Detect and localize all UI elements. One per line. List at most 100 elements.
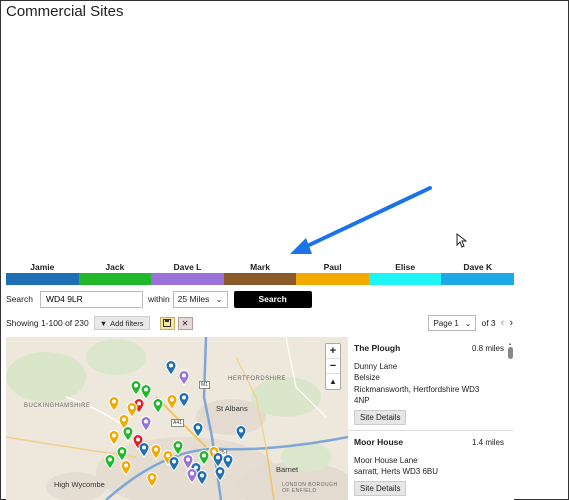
map-pin-icon[interactable] xyxy=(130,380,142,396)
map-region-label: HERTFORDSHIRE xyxy=(228,376,287,382)
compass-icon[interactable]: ▲ xyxy=(329,377,337,386)
road-badge: A41 xyxy=(171,419,184,427)
map-pin-icon[interactable] xyxy=(120,460,132,476)
map-pin-icon[interactable] xyxy=(116,446,128,462)
map-view[interactable]: HERTFORDSHIRE BUCKINGHAMSHIRE LONDON BOR… xyxy=(6,337,348,500)
page-count: of 3 xyxy=(481,318,496,328)
map-pin-icon[interactable] xyxy=(104,454,116,470)
agent-legend: Jamie Jack Dave L Mark Paul Elise Dave K xyxy=(6,262,515,285)
site-details-button[interactable]: Site Details xyxy=(354,409,407,425)
listing-address-line: 4NP xyxy=(354,396,370,405)
listings-panel: The Plough 0.8 miles Dunny Lane Belsize … xyxy=(348,337,514,500)
map-pin-icon[interactable] xyxy=(146,472,158,488)
agent-dave-k[interactable]: Dave K xyxy=(441,262,515,285)
search-label: Search xyxy=(6,294,33,304)
map-pin-icon[interactable] xyxy=(214,466,226,482)
map-pin-icon[interactable] xyxy=(126,402,138,418)
map-pin-icon[interactable] xyxy=(165,360,177,376)
listing-address-line: sarratt, Herts WD3 6BU xyxy=(354,467,439,476)
map-pin-icon[interactable] xyxy=(186,468,198,484)
map-pin-icon[interactable] xyxy=(178,392,190,408)
scroll-thumb[interactable] xyxy=(508,347,513,359)
map-pin-icon[interactable] xyxy=(172,440,184,456)
search-input[interactable] xyxy=(39,290,143,308)
map-town-label: St Albans xyxy=(216,404,248,413)
agent-name: Paul xyxy=(323,262,342,272)
listing-distance: 0.8 miles xyxy=(471,344,504,353)
agent-swatch xyxy=(223,273,297,285)
map-pin-icon[interactable] xyxy=(140,384,152,400)
agent-name: Jack xyxy=(105,262,125,272)
map-pin-icon[interactable] xyxy=(235,425,247,441)
agent-mark[interactable]: Mark xyxy=(223,262,297,285)
agent-name: Jamie xyxy=(30,262,55,272)
pagination: Page 1 ⌄ of 3 ‹ › xyxy=(428,315,513,331)
map-town-label: High Wycombe xyxy=(54,480,105,489)
map-pin-icon[interactable] xyxy=(212,452,224,468)
agent-swatch xyxy=(441,273,515,285)
radius-value: 25 Miles xyxy=(177,294,210,304)
agent-elise[interactable]: Elise xyxy=(368,262,442,285)
listing-address-line: Rickmansworth, Hertfordshire WD3 xyxy=(354,384,480,394)
listing-address-line: Moor House Lane xyxy=(354,455,418,465)
listing-distance: 1.4 miles xyxy=(471,438,504,447)
agent-name: Dave L xyxy=(173,262,202,272)
listing-title: The Plough xyxy=(354,343,401,353)
results-toolbar: Showing 1-100 of 230 ▼ Add filters ✕ Pag… xyxy=(6,315,513,331)
map-pin-icon[interactable] xyxy=(108,396,120,412)
zoom-control: + − ▲ xyxy=(325,343,341,390)
map-town-label: Barnet xyxy=(276,465,299,474)
page-select[interactable]: Page 1 ⌄ xyxy=(428,315,477,331)
add-filters-label: Add filters xyxy=(110,318,144,328)
radius-select[interactable]: 25 Miles ⌄ xyxy=(172,290,228,308)
page-value: Page 1 xyxy=(433,318,459,328)
chevron-down-icon: ⌄ xyxy=(215,293,223,304)
search-row: Search within 25 Miles ⌄ Search xyxy=(6,290,312,308)
map-pin-icon[interactable] xyxy=(122,426,134,442)
agent-dave-l[interactable]: Dave L xyxy=(151,262,224,285)
agent-name: Mark xyxy=(250,262,270,272)
list-item: Moor House 1.4 miles Moor House Lane sar… xyxy=(348,431,514,500)
zoom-in-button[interactable]: + xyxy=(326,344,340,359)
map-region-label: BUCKINGHAMSHIRE xyxy=(24,403,91,409)
chevron-right-icon[interactable]: › xyxy=(509,317,513,329)
chevron-down-icon: ⌄ xyxy=(464,318,472,328)
agent-jack[interactable]: Jack xyxy=(78,262,152,285)
map-pin-icon[interactable] xyxy=(138,442,150,458)
agent-name: Elise xyxy=(395,262,416,272)
map-pin-icon[interactable] xyxy=(140,416,152,432)
within-label: within xyxy=(147,294,170,304)
listing-address-line: Belsize xyxy=(354,373,380,382)
map-pin-icon[interactable] xyxy=(108,430,120,446)
map-pin-icon[interactable] xyxy=(150,444,162,460)
site-details-button[interactable]: Site Details xyxy=(354,480,407,496)
scrollbar[interactable]: ▲ xyxy=(508,341,513,496)
map-pin-icon[interactable] xyxy=(118,414,130,430)
page-title: Commercial Sites xyxy=(6,3,124,20)
road-badge: M1 xyxy=(199,381,210,389)
close-icon[interactable]: ✕ xyxy=(177,316,193,330)
annotation-arrow xyxy=(290,186,432,254)
map-pin-icon[interactable] xyxy=(168,456,180,472)
zoom-out-button[interactable]: − xyxy=(326,359,340,374)
map-region-label: LONDON BOROUGH OF ENFIELD xyxy=(282,482,338,494)
map-pin-icon[interactable] xyxy=(198,450,210,466)
map-pin-icon[interactable] xyxy=(182,454,194,470)
map-pin-icon[interactable] xyxy=(178,370,190,386)
map-pin-icon[interactable] xyxy=(166,394,178,410)
save-icon[interactable] xyxy=(159,316,175,330)
map-pin-icon[interactable] xyxy=(196,470,208,486)
map-pin-icon[interactable] xyxy=(152,398,164,414)
agent-swatch xyxy=(6,273,79,285)
agent-jamie[interactable]: Jamie xyxy=(6,262,79,285)
agent-name: Dave K xyxy=(463,262,493,272)
chevron-left-icon[interactable]: ‹ xyxy=(500,317,505,329)
map-pin-icon[interactable] xyxy=(192,422,204,438)
add-filters-button[interactable]: ▼ Add filters xyxy=(93,316,150,330)
agent-paul[interactable]: Paul xyxy=(296,262,369,285)
search-button[interactable]: Search xyxy=(233,290,312,308)
agent-swatch xyxy=(296,273,369,285)
mouse-cursor-icon xyxy=(456,233,468,248)
scroll-up-icon[interactable]: ▲ xyxy=(508,341,512,346)
map-pin-icon[interactable] xyxy=(222,454,234,470)
